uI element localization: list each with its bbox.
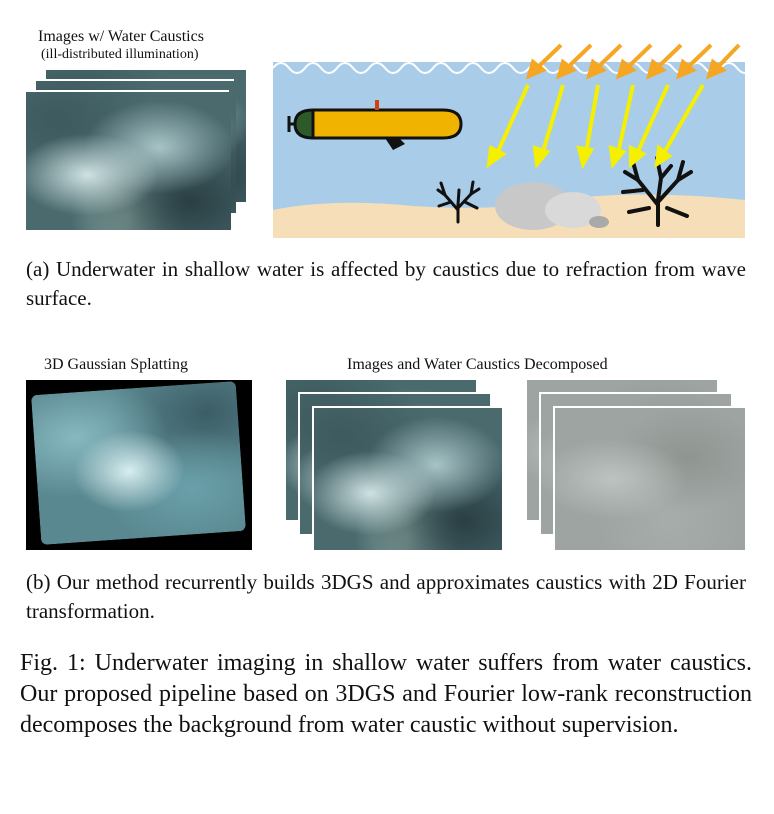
panel-a-subtitle: (ill-distributed illumination)	[41, 47, 199, 62]
shallow-water-illustration	[273, 43, 745, 238]
panel-b-left-title: 3D Gaussian Splatting	[44, 356, 188, 373]
rock-medium	[545, 192, 601, 228]
background-image-stack	[286, 380, 502, 550]
panel-b-caption: (b) Our method recurrently builds 3DGS a…	[26, 570, 746, 623]
rock-small	[589, 216, 609, 228]
panel-a-title: Images w/ Water Caustics	[38, 28, 204, 45]
caustic-image-front	[26, 92, 231, 230]
gaussian-splatting-render	[26, 380, 252, 550]
panel-b-right-title: Images and Water Caustics Decomposed	[347, 356, 608, 373]
figure-caption: Fig. 1: Underwater imaging in shallow wa…	[20, 650, 752, 738]
coral-left	[436, 180, 481, 224]
caustic-image-stack	[26, 70, 251, 230]
auv-thruster	[385, 138, 405, 150]
coral-right	[621, 156, 693, 227]
caustics-image-front	[555, 408, 745, 550]
auv-body	[311, 108, 463, 140]
caustic-light-rays	[486, 43, 741, 170]
background-image-front	[314, 408, 502, 550]
auv-nose	[293, 108, 315, 140]
panel-a-caption: (a) Underwater in shallow water is affec…	[26, 257, 746, 310]
auv-vehicle	[287, 100, 463, 150]
gaussian-splatting-scene	[31, 381, 246, 545]
caustics-image-stack	[527, 380, 745, 550]
